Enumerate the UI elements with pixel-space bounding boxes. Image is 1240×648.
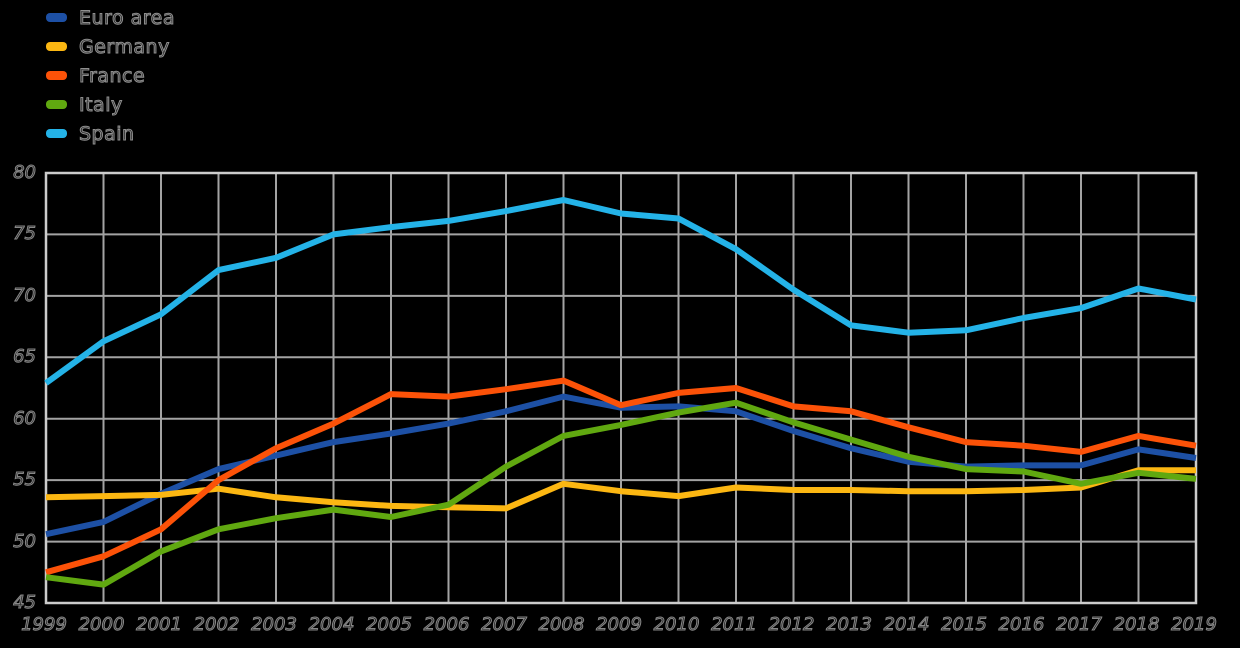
series-line-germany <box>45 467 1196 512</box>
legend-label: Italy <box>79 93 123 116</box>
y-tick-label: 75 <box>13 223 37 245</box>
x-tick-label: 2003 <box>251 614 298 636</box>
legend-item-italy: Italy <box>46 90 175 119</box>
legend-swatch-spain <box>46 129 67 138</box>
x-tick-label: 2007 <box>481 614 528 636</box>
series-line-france <box>45 377 1197 576</box>
y-tick-label: 45 <box>13 592 37 614</box>
chart-legend: Euro area Germany France Italy Spain <box>46 3 175 148</box>
x-tick-label: 2019 <box>1171 614 1218 636</box>
gridlines <box>45 172 1197 604</box>
x-tick-label: 2012 <box>768 614 815 636</box>
x-tick-label: 2017 <box>1056 614 1103 636</box>
y-tick-label: 65 <box>13 346 37 368</box>
x-tick-label: 2005 <box>366 614 413 636</box>
legend-item-spain: Spain <box>46 119 175 148</box>
series-line-spain <box>44 197 1197 386</box>
legend-swatch-germany <box>46 42 67 51</box>
legend-swatch-france <box>46 71 67 80</box>
x-tick-label: 2015 <box>941 614 988 636</box>
x-tick-label: 2008 <box>538 614 585 636</box>
x-tick-label: 2016 <box>998 614 1045 636</box>
legend-swatch-euro-area <box>46 13 67 22</box>
legend-label: Spain <box>79 122 135 145</box>
x-tick-label: 2002 <box>193 614 240 636</box>
legend-item-france: France <box>46 61 175 90</box>
x-tick-label: 2013 <box>826 614 873 636</box>
plot-frame <box>44 171 1198 605</box>
y-tick-label: 70 <box>13 284 37 306</box>
x-tick-label: 2001 <box>136 614 183 636</box>
x-tick-label: 2000 <box>78 614 125 636</box>
y-tick-label: 50 <box>13 530 37 552</box>
legend-item-germany: Germany <box>46 32 175 61</box>
legend-label: Euro area <box>79 6 175 29</box>
y-tick-label: 60 <box>13 407 37 429</box>
y-tick-label: 55 <box>13 469 37 491</box>
y-tick-label: 80 <box>13 162 37 184</box>
x-tick-label: 2004 <box>308 614 355 636</box>
legend-item-euro-area: Euro area <box>46 3 175 32</box>
x-tick-label: 2018 <box>1113 614 1160 636</box>
series-line-italy <box>45 399 1197 588</box>
x-tick-label: 1999 <box>21 614 68 636</box>
x-tick-label: 2006 <box>423 614 470 636</box>
legend-label: France <box>78 64 146 87</box>
legend-swatch-italy <box>46 100 67 109</box>
x-tick-label: 2009 <box>596 614 643 636</box>
legend-label: Germany <box>79 35 170 58</box>
x-tick-label: 2014 <box>883 614 930 636</box>
x-tick-label: 2011 <box>711 614 758 636</box>
x-tick-label: 2010 <box>653 614 700 636</box>
